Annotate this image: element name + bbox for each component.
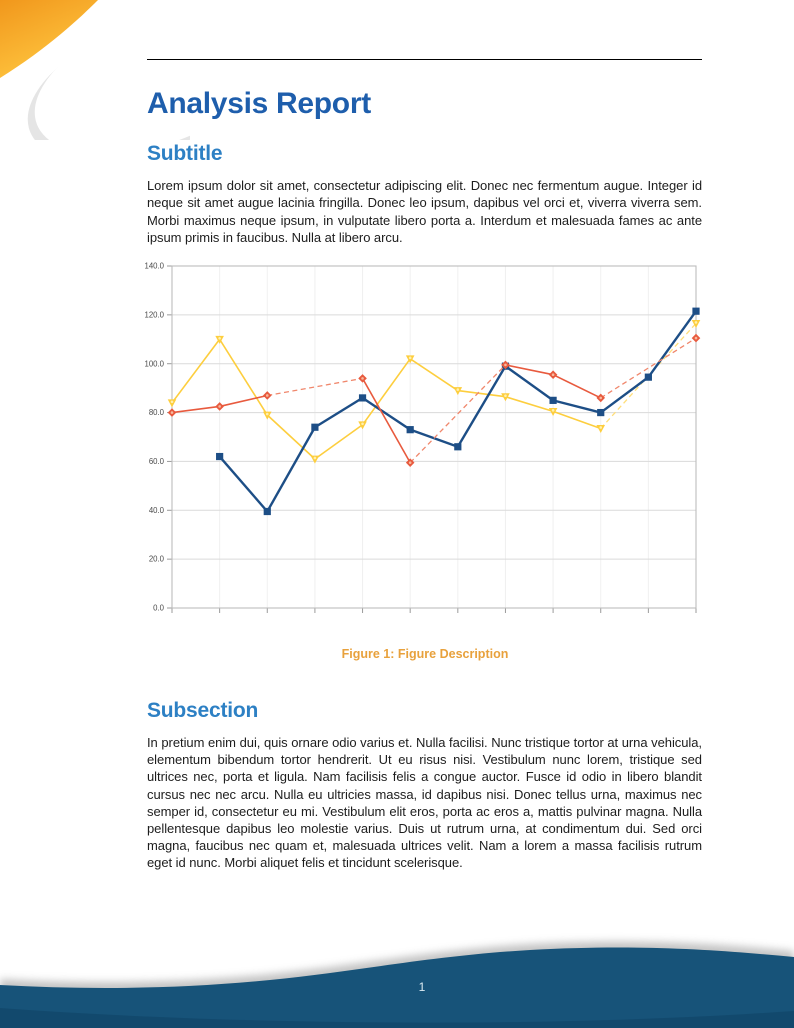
page-number: 1 (418, 980, 426, 994)
line-chart: 0.0 20.0 40.0 60.0 80.0 100.0 120.0 140.0 (144, 262, 701, 613)
corner-swoosh-decoration (0, 0, 190, 140)
svg-text:100.0: 100.0 (144, 359, 164, 368)
subsection-heading: Subsection (147, 698, 259, 722)
svg-text:80.0: 80.0 (149, 408, 165, 417)
figure-caption-text: Figure Description (397, 646, 509, 661)
intro-paragraph: Lorem ipsum dolor sit amet, consectetur … (147, 178, 702, 245)
svg-text:20.0: 20.0 (149, 555, 165, 564)
document-content: Analysis Report Subtitle Lorem ipsum dol… (144, 0, 702, 872)
footer-wave-decoration (0, 941, 794, 1028)
svg-text:60.0: 60.0 (149, 457, 165, 466)
page-footer: 1 (0, 900, 794, 1028)
svg-text:40.0: 40.0 (149, 506, 165, 515)
figure-caption-label: Figure 1: (341, 646, 395, 661)
svg-text:120.0: 120.0 (144, 310, 164, 319)
figure-caption: Figure 1: Figure Description (140, 647, 710, 661)
subtitle-heading: Subtitle (147, 142, 223, 165)
page-title: Analysis Report (147, 87, 371, 120)
svg-text:140.0: 140.0 (144, 262, 164, 271)
figure-1: 0.0 20.0 40.0 60.0 80.0 100.0 120.0 140.0 Figur… (140, 254, 710, 661)
subsection-paragraph: In pretium enim dui, quis ornare odio va… (147, 735, 702, 871)
title-rule (147, 59, 702, 60)
svg-text:0.0: 0.0 (153, 604, 165, 613)
